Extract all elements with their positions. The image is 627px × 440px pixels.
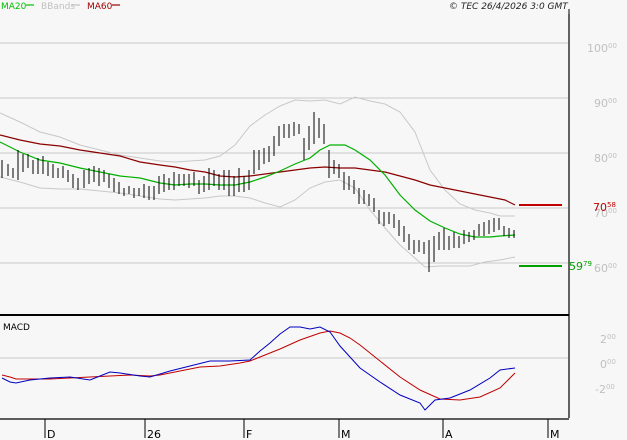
support-label: 5979 (569, 260, 592, 273)
legend-ma60: MA60 (87, 2, 113, 12)
svg-text:9000: 9000 (594, 97, 617, 110)
time-axis (44, 419, 549, 438)
svg-text:8000: 8000 (594, 152, 617, 165)
svg-text:10000: 10000 (587, 42, 617, 55)
time-tick-mar: M (341, 428, 351, 440)
macd-title: MACD (3, 323, 30, 333)
svg-text:200: 200 (600, 333, 616, 346)
legend-bbands: BBands (41, 2, 75, 12)
copyright-text: © TEC 26/4/2026 3:0 GMT (449, 2, 569, 12)
time-tick-apr: A (445, 428, 453, 440)
time-tick-2026: 26 (147, 428, 161, 440)
bbands-upper-line (0, 96, 515, 217)
legend: MA20 BBands MA60 (1, 2, 120, 12)
time-axis-labels: D 26 F M A M (47, 428, 560, 440)
resistance-label: 7058 (593, 201, 616, 214)
bbands-lower-line (0, 176, 516, 268)
macd-axis: 200 000 -200 (595, 333, 616, 396)
time-tick-dec: D (47, 428, 55, 440)
macd-line (1, 326, 516, 411)
time-tick-may: M (550, 428, 560, 440)
price-axis: 10000 9000 8000 7000 6000 (587, 42, 617, 275)
ma60-line (0, 134, 516, 206)
legend-ma20: MA20 (1, 2, 27, 12)
svg-text:000: 000 (600, 358, 616, 371)
svg-text:7000: 7000 (594, 207, 617, 220)
ma20-line (0, 141, 516, 238)
macd-signal-line (1, 330, 516, 401)
price-gridlines (0, 42, 568, 264)
ohlc-bars (1, 112, 515, 272)
time-tick-feb: F (246, 428, 252, 440)
svg-text:6000: 6000 (594, 262, 617, 275)
svg-text:-200: -200 (595, 383, 615, 396)
